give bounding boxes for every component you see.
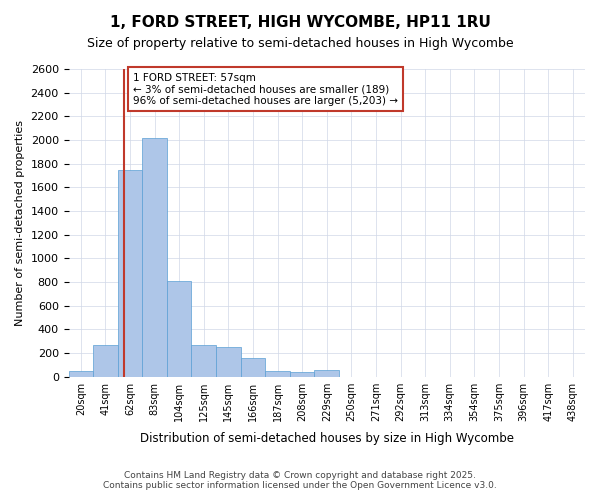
Bar [118, 170, 142, 376]
X-axis label: Distribution of semi-detached houses by size in High Wycombe: Distribution of semi-detached houses by … [140, 432, 514, 445]
Text: 1, FORD STREET, HIGH WYCOMBE, HP11 1RU: 1, FORD STREET, HIGH WYCOMBE, HP11 1RU [110, 15, 490, 30]
Bar [142, 138, 167, 376]
Bar [241, 358, 265, 376]
Bar [290, 372, 314, 376]
Bar [265, 370, 290, 376]
Text: Size of property relative to semi-detached houses in High Wycombe: Size of property relative to semi-detach… [86, 38, 514, 51]
Text: 1 FORD STREET: 57sqm
← 3% of semi-detached houses are smaller (189)
96% of semi-: 1 FORD STREET: 57sqm ← 3% of semi-detach… [133, 72, 398, 106]
Bar [191, 344, 216, 376]
Bar [68, 370, 93, 376]
Bar [216, 347, 241, 376]
Text: Contains HM Land Registry data © Crown copyright and database right 2025.
Contai: Contains HM Land Registry data © Crown c… [103, 470, 497, 490]
Bar [93, 344, 118, 376]
Y-axis label: Number of semi-detached properties: Number of semi-detached properties [15, 120, 25, 326]
Bar [167, 281, 191, 376]
Bar [314, 370, 339, 376]
